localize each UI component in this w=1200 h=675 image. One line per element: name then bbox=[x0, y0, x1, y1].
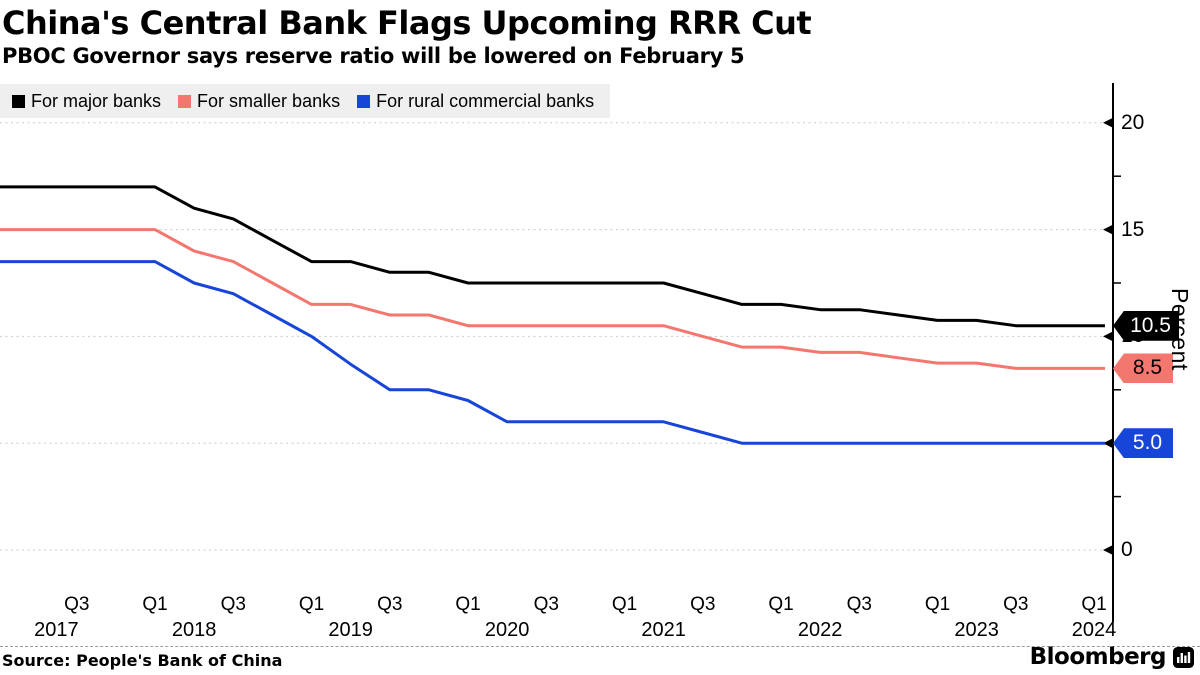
x-axis-year-label: 2024 bbox=[1071, 619, 1117, 641]
y-axis-major-tick-arrow bbox=[1103, 224, 1113, 235]
x-axis-quarter-label: Q1 bbox=[924, 594, 951, 615]
x-axis-quarter-label: Q1 bbox=[768, 594, 794, 615]
y-axis-major-tick-arrow bbox=[1103, 438, 1113, 449]
x-axis-quarter-label: Q1 bbox=[455, 594, 481, 615]
x-axis-year-label: 2018 bbox=[171, 619, 217, 641]
x-axis-quarter-label: Q3 bbox=[377, 594, 403, 615]
x-axis-quarter-label: Q1 bbox=[298, 594, 325, 615]
end-value-tag-smaller-banks: 8.5 bbox=[1113, 353, 1173, 384]
x-axis-year-label: 2021 bbox=[641, 619, 686, 641]
y-axis-major-tick-arrow bbox=[1103, 545, 1113, 555]
y-axis-tick-label: 20 bbox=[1121, 110, 1145, 134]
legend-label: For rural commercial banks bbox=[376, 90, 595, 111]
y-axis-major-tick-arrow bbox=[1103, 331, 1113, 342]
bloomberg-wordmark: Bloomberg bbox=[1029, 644, 1167, 670]
x-axis-quarter-label: Q3 bbox=[846, 594, 872, 615]
legend-item-rural-banks: For rural commercial banks bbox=[357, 91, 594, 112]
legend-item-major-banks: For major banks bbox=[12, 91, 161, 112]
x-axis-year-label: 2023 bbox=[954, 619, 999, 641]
x-axis-quarter-label: Q3 bbox=[220, 594, 246, 615]
x-axis-year-label: 2019 bbox=[328, 619, 373, 641]
x-axis-quarter-label: Q3 bbox=[533, 594, 559, 615]
end-value-tag-rural-banks: 5.0 bbox=[1113, 428, 1173, 459]
legend-label: For smaller banks bbox=[197, 90, 341, 111]
legend-item-smaller-banks: For smaller banks bbox=[178, 91, 340, 112]
page-title: China's Central Bank Flags Upcoming RRR … bbox=[2, 4, 812, 42]
source-credit: Source: People's Bank of China bbox=[2, 651, 283, 670]
x-axis-quarter-label: Q1 bbox=[1081, 594, 1107, 615]
y-axis-tick-label: 15 bbox=[1121, 217, 1145, 241]
bloomberg-terminal-icon bbox=[1173, 646, 1194, 668]
page-subtitle: PBOC Governor says reserve ratio will be… bbox=[2, 44, 745, 68]
bloomberg-logo: Bloomberg bbox=[1030, 644, 1194, 670]
chart-legend: For major banks For smaller banks For ru… bbox=[0, 84, 611, 118]
x-axis-year-label: 2017 bbox=[34, 619, 79, 641]
y-axis-major-tick-arrow bbox=[1103, 117, 1113, 128]
legend-swatch-black bbox=[12, 94, 25, 108]
x-axis-year-label: 2022 bbox=[797, 619, 843, 641]
series-line-for-rural-commercial-banks bbox=[0, 260, 1105, 445]
x-axis-quarter-label: Q1 bbox=[611, 594, 638, 615]
footer-divider bbox=[0, 646, 1200, 647]
legend-label: For major banks bbox=[31, 90, 162, 111]
legend-swatch-red bbox=[178, 94, 192, 108]
y-axis-tick-label: 0 bbox=[1121, 538, 1133, 561]
y-axis-title: Percent bbox=[1167, 288, 1193, 371]
legend-swatch-blue bbox=[357, 94, 371, 108]
series-line-for-major-banks bbox=[0, 185, 1105, 328]
x-axis-quarter-label: Q3 bbox=[690, 594, 716, 615]
x-axis-year-label: 2020 bbox=[484, 619, 530, 641]
x-axis-quarter-label: Q3 bbox=[1003, 594, 1029, 615]
x-axis-quarter-label: Q1 bbox=[142, 594, 168, 615]
series-line-for-smaller-banks bbox=[0, 228, 1105, 370]
end-value-tag-major-banks: 10.5 bbox=[1113, 310, 1179, 341]
x-axis-quarter-label: Q3 bbox=[64, 594, 90, 615]
